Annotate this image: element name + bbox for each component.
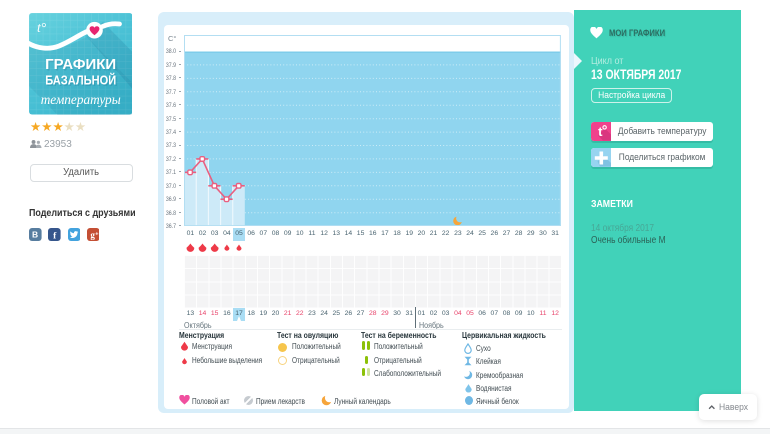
svg-text:ГРАФИКИ: ГРАФИКИ xyxy=(46,58,117,74)
svg-text:B: B xyxy=(32,229,38,239)
svg-text:g: g xyxy=(90,229,95,239)
svg-text:ГРАФИКИ: ГРАФИКИ xyxy=(45,57,116,73)
svg-text:f: f xyxy=(53,231,57,241)
svg-text:БАЗАЛЬНОЙ: БАЗАЛЬНОЙ xyxy=(46,74,117,89)
svg-text:температуры: температуры xyxy=(40,93,120,108)
svg-text:БАЗАЛЬНОЙ: БАЗАЛЬНОЙ xyxy=(45,73,116,88)
svg-text:t°: t° xyxy=(37,20,47,35)
svg-text:t: t xyxy=(598,124,603,139)
svg-text:+: + xyxy=(95,231,98,237)
